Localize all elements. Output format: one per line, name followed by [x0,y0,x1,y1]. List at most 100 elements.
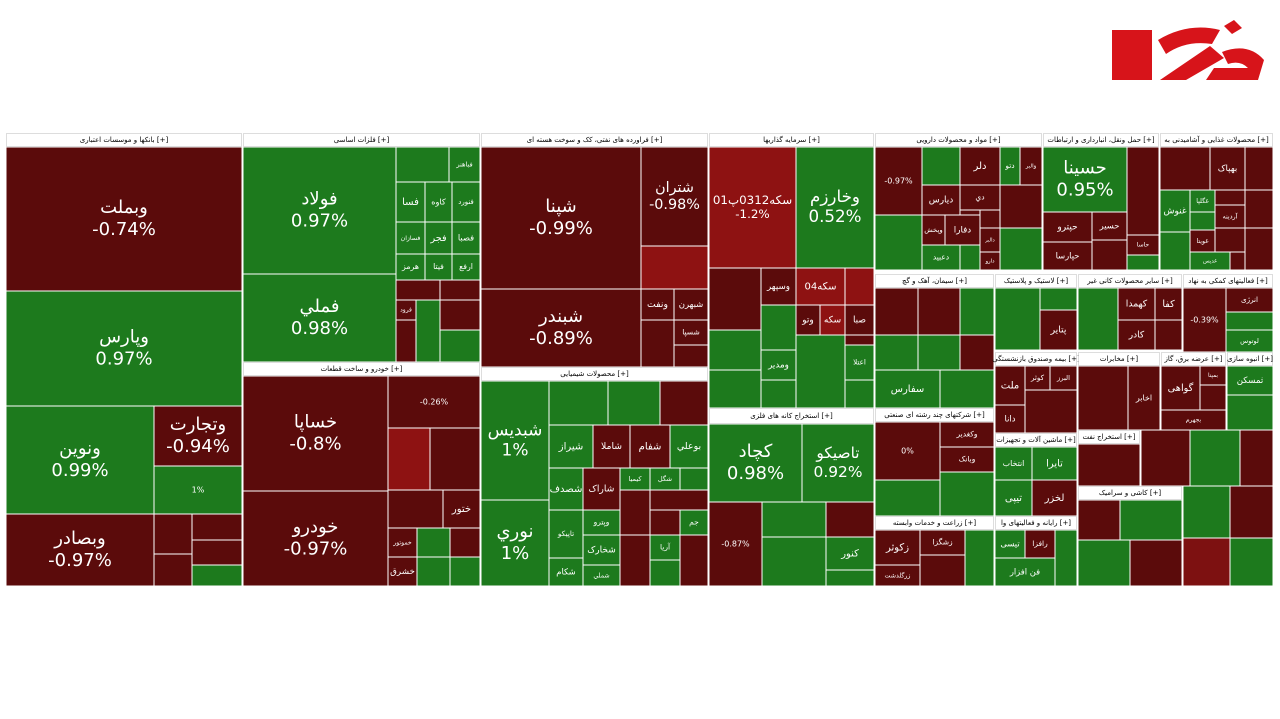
stock-change: -0.97% [48,550,112,571]
stock-change: 0.98% [727,463,784,484]
stock-change: -0.8% [289,433,341,454]
stock-name: آریا [660,542,671,552]
stock-name: دلر [972,161,986,172]
stock-name: آردینه [1223,212,1239,221]
sector-header [875,133,1042,147]
stock-name: زرگلدشت [885,572,911,580]
filler-tile [440,280,480,300]
sector-title: انبوه سازی [+] [1227,355,1273,363]
stock-name: خودرو [292,517,339,538]
sector-title: کاشی و سرامیک [+] [1099,489,1162,497]
sector-title: مخابرات [+] [1100,355,1139,363]
filler-tile [660,381,708,425]
stock-name: خشرق [390,567,415,577]
filler-tile [1040,288,1077,310]
stock-name: خموتور [392,540,412,547]
filler-tile [192,540,242,565]
sector-title: شرکتهای چند رشته ای صنعتی [+] [884,411,985,419]
sector-header [243,362,480,376]
stock-tile [1226,288,1273,312]
filler-tile [1000,185,1042,228]
stock-name: بوعلي [677,441,701,452]
filler-tile [549,381,608,425]
filler-tile [940,472,994,516]
filler-tile [1215,228,1245,252]
stock-name: کنور [840,549,859,560]
stock-name: انرژی [1241,295,1258,304]
stock-name: کادر [1128,331,1145,341]
stock-name: شاملا [601,441,622,452]
filler-tile [1230,252,1245,270]
filler-tile [680,535,708,586]
stock-name: وکغدیر [956,430,978,439]
filler-tile [154,554,192,586]
stock-tile [761,350,796,380]
stock-tile [670,425,708,468]
filler-tile [960,210,980,215]
stock-name: شبدیس [488,420,543,440]
stock-tile [709,502,762,586]
stock-name: کچاد [739,441,773,462]
stock-name: وپارس [99,327,149,348]
stock-tile [1210,147,1245,190]
filler-tile [417,557,450,586]
logo-shape [1158,27,1220,54]
filler-tile [1127,147,1159,235]
stock-tile [922,245,960,270]
stock-tile [6,406,154,514]
filler-tile [960,288,994,335]
stock-change: -0.39% [1190,316,1219,325]
stock-name: وبملت [100,197,148,218]
stock-name: وتو [801,316,814,326]
stock-name: وسپهر [766,282,790,292]
stock-tile [995,366,1025,405]
stock-tile [875,422,940,480]
stock-name: تیسی [1000,539,1020,549]
stock-name: تایرا [1046,459,1063,470]
stock-tile [1040,310,1077,350]
filler-tile [620,490,650,535]
stock-change: 0.97% [291,210,348,231]
stock-tile [593,425,630,468]
stock-tile [1190,252,1230,270]
stock-tile [452,182,480,222]
filler-tile [1078,500,1120,540]
filler-tile [1226,312,1273,330]
stock-change: 0.99% [51,460,108,481]
stock-change: -1.2% [735,207,769,221]
stock-tile [1118,288,1155,320]
stock-change: -0.97% [884,177,913,186]
filler-tile [761,305,796,350]
stock-name: شاراک [589,484,615,495]
stock-name: سکه04 [805,282,837,293]
stock-name: دي [975,193,984,202]
stock-name: حاسا [1137,242,1150,249]
filler-tile [1240,430,1273,486]
stock-tile [481,289,641,367]
stock-tile [243,376,388,491]
stock-name: غنوش [1163,207,1186,217]
stock-name: کفا [1162,299,1175,310]
stock-name: اخابر [1135,394,1152,403]
sector-title: عرضه برق، گاز [+] [1163,354,1222,363]
stock-tile [388,376,480,428]
stock-tile [940,422,994,447]
stock-tile [620,468,650,490]
stock-change: 0.97% [95,348,152,369]
stock-name: رافزا [1032,539,1048,548]
stock-name: فسا [402,197,419,208]
stock-tile [1127,235,1159,255]
sector-title: زراعت و خدمات وابسته [+] [893,519,976,527]
stock-tile [761,268,796,305]
filler-tile [709,268,761,330]
filler-tile [845,268,874,305]
filler-tile [922,147,960,185]
sector-title: سرمایه گذاریها [+] [763,135,820,144]
filler-tile [1078,540,1130,586]
sector-title: استخراج نفت [+] [1083,433,1136,441]
sector-title: حمل ونقل، انبارداری و ارتباطات [+] [1047,136,1154,144]
stock-tile [583,468,620,510]
sector-header [709,133,874,147]
stock-change: -0.26% [420,398,449,407]
sector-title: خودرو و ساخت قطعات [+] [321,365,403,373]
